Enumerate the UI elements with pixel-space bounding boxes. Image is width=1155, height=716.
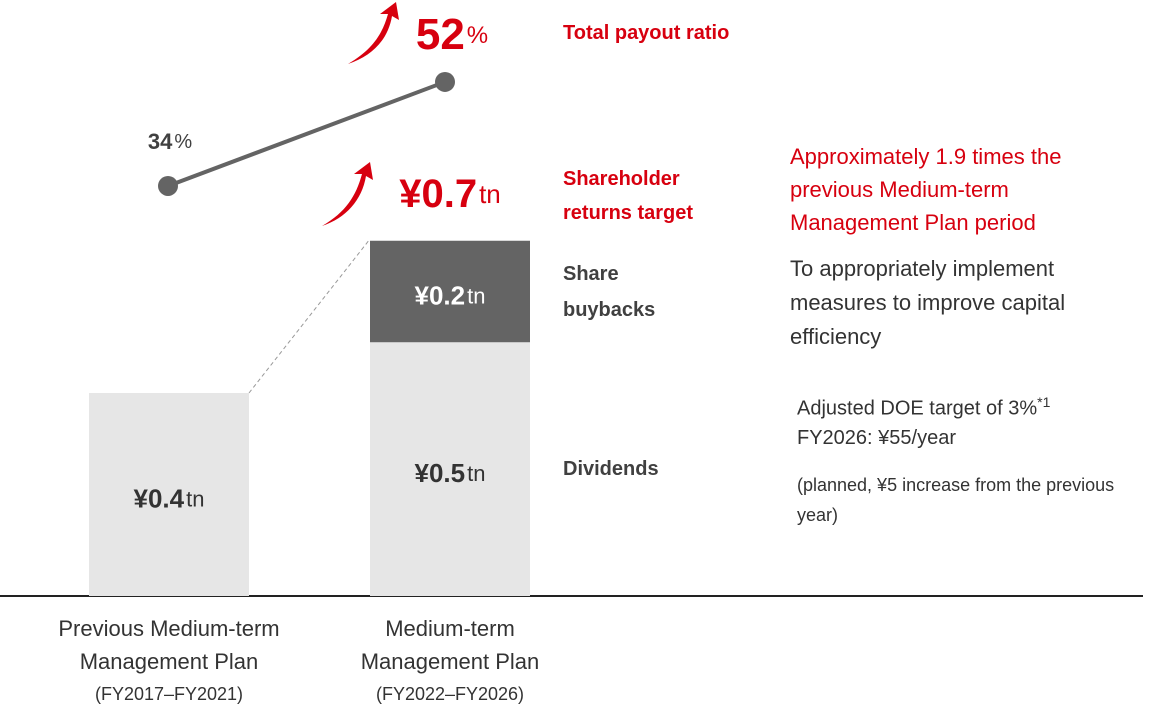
category-label: Medium-term Management Plan (FY2022–FY202… bbox=[300, 612, 600, 711]
bar-segment bbox=[370, 342, 530, 596]
category-period: (FY2017–FY2021) bbox=[94, 684, 244, 704]
payout-line bbox=[167, 80, 446, 188]
bar-segment bbox=[89, 393, 249, 596]
connector bbox=[248, 238, 371, 394]
total-label: ¥0.7tn bbox=[399, 172, 501, 216]
dividend-detail: FY2026: ¥55/year bbox=[797, 427, 956, 449]
category-label: Previous Medium-term Management Plan (FY2… bbox=[19, 612, 319, 711]
buyback-note: To appropriately implement measures to i… bbox=[790, 256, 1066, 349]
value-label-unit: tn bbox=[186, 486, 204, 511]
payout-label-unit: % bbox=[174, 131, 192, 153]
bar-segment bbox=[370, 240, 530, 343]
dividend-sub: (planned, ¥5 increase from the previous … bbox=[797, 475, 1115, 525]
payout-point bbox=[435, 71, 455, 92]
value-label-unit: tn bbox=[467, 283, 485, 308]
value-label-value: ¥0.5 bbox=[415, 458, 466, 488]
dividend-note-text: Adjusted DOE target of 3% bbox=[797, 397, 1038, 420]
legend-name: Dividends bbox=[563, 458, 659, 481]
payout-label-value: 52 bbox=[416, 10, 465, 59]
arrow-up bbox=[348, 2, 399, 64]
payout-point bbox=[158, 175, 178, 196]
total-name: Shareholder returns target bbox=[563, 168, 694, 224]
category-name: Medium-term Management Plan bbox=[360, 616, 540, 674]
category-name: Previous Medium-term Management Plan bbox=[58, 616, 280, 674]
value-label: ¥0.4tn bbox=[134, 483, 205, 513]
payout-label: 34% bbox=[148, 129, 192, 154]
value-label-value: ¥0.2 bbox=[415, 280, 466, 310]
footnote-mark: *1 bbox=[1037, 394, 1051, 410]
payout-label: 52% bbox=[416, 10, 488, 59]
legend-name: Share buybacks bbox=[563, 262, 656, 321]
dividend-note: Adjusted DOE target of 3%*1 bbox=[797, 394, 1050, 421]
value-label-unit: tn bbox=[467, 461, 485, 486]
total-label-unit: tn bbox=[479, 179, 501, 209]
arrow-up bbox=[322, 162, 373, 226]
line-name: Total payout ratio bbox=[563, 22, 730, 44]
category-period: (FY2022–FY2026) bbox=[375, 684, 525, 704]
payout-label-value: 34 bbox=[148, 129, 173, 154]
value-label: ¥0.2tn bbox=[415, 280, 486, 310]
headline-note: Approximately 1.9 times the previous Med… bbox=[790, 144, 1062, 235]
total-label-value: ¥0.7 bbox=[399, 172, 477, 216]
value-label-value: ¥0.4 bbox=[134, 483, 185, 513]
value-label: ¥0.5tn bbox=[415, 458, 486, 488]
payout-label-unit: % bbox=[467, 22, 488, 49]
